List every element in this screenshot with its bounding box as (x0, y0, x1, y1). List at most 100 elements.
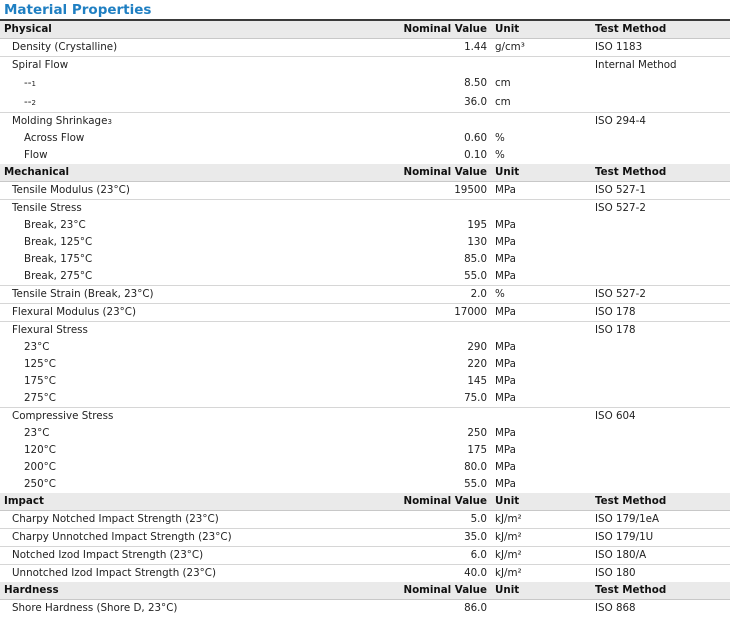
property-name-text: 125°C (24, 358, 56, 371)
property-name-text: Break, 175°C (24, 253, 93, 266)
unit: MPa (495, 184, 516, 197)
unit: MPa (495, 306, 516, 319)
test-method: ISO 179/1U (595, 531, 654, 544)
property-name: 23°C (24, 425, 49, 442)
nominal-value: 35.0 (464, 531, 487, 544)
unit: % (495, 132, 505, 145)
property-name: 275°C (24, 390, 56, 407)
unit: % (495, 149, 505, 162)
unit: MPa (495, 236, 516, 249)
property-row: 200°C 80.0 MPa (0, 459, 730, 476)
property-name-text: Tensile Stress (12, 202, 82, 215)
property-row: Break, 175°C 85.0 MPa (0, 251, 730, 268)
property-row: Break, 23°C 195 MPa (0, 217, 730, 234)
property-name: Flexural Stress (12, 322, 88, 339)
property-name: 200°C (24, 459, 56, 476)
property-name-text: Break, 125°C (24, 236, 93, 249)
unit: g/cm³ (495, 41, 525, 54)
column-header-test-method: Test Method (595, 584, 667, 597)
test-method: ISO 527-2 (595, 288, 646, 301)
unit: MPa (495, 392, 516, 405)
property-row: Charpy Unnotched Impact Strength (23°C) 3… (0, 529, 730, 547)
property-name-text: Charpy Notched Impact Strength (23°C) (12, 513, 219, 526)
property-name-text: -- (24, 96, 32, 109)
section-title: Impact (4, 495, 44, 508)
test-method: ISO 527-1 (595, 184, 646, 197)
unit: kJ/m² (495, 531, 522, 544)
nominal-value: 130 (467, 236, 487, 249)
property-name-text: Spiral Flow (12, 59, 69, 72)
property-row: Tensile Modulus (23°C) 19500 MPa ISO 527-1 (0, 182, 730, 200)
unit: MPa (495, 341, 516, 354)
property-row: Tensile Stress ISO 527-2 (0, 200, 730, 217)
property-row: Charpy Notched Impact Strength (23°C) 5.0… (0, 511, 730, 529)
nominal-value: 85.0 (464, 253, 487, 266)
property-row: 23°C 290 MPa (0, 339, 730, 356)
property-row: Molding Shrinkage 3 ISO 294-4 (0, 113, 730, 130)
property-row: Flexural Modulus (23°C) 17000 MPa ISO 178 (0, 304, 730, 322)
property-name: Compressive Stress (12, 408, 113, 425)
unit: MPa (495, 375, 516, 388)
nominal-value: 145 (467, 375, 487, 388)
property-name-text: Shore Hardness (Shore D, 23°C) (12, 602, 178, 615)
nominal-value: 290 (467, 341, 487, 354)
property-row: -- 2 36.0 cm (0, 93, 730, 113)
property-row: 175°C 145 MPa (0, 373, 730, 390)
section-header-row: Physical Nominal Value Unit Test Method (0, 21, 730, 39)
property-row: Shore Hardness (Shore D, 23°C) 86.0 ISO 86… (0, 600, 730, 617)
section-title: Mechanical (4, 166, 70, 179)
property-name-text: Compressive Stress (12, 410, 114, 423)
unit: MPa (495, 270, 516, 283)
property-name: Charpy Notched Impact Strength (23°C) (12, 511, 219, 528)
property-name: Tensile Modulus (23°C) (12, 182, 130, 199)
property-row: Break, 275°C 55.0 MPa (0, 268, 730, 286)
property-row: Notched Izod Impact Strength (23°C) 6.0 kJ… (0, 547, 730, 565)
property-name: 120°C (24, 442, 56, 459)
property-name: Notched Izod Impact Strength (23°C) (12, 547, 203, 564)
property-name: 250°C (24, 476, 56, 493)
nominal-value: 0.10 (464, 149, 487, 162)
unit: cm (495, 96, 511, 109)
property-name: -- 1 (24, 77, 36, 90)
nominal-value: 86.0 (464, 602, 487, 615)
nominal-value: 2.0 (470, 288, 487, 301)
nominal-value: 1.44 (464, 41, 487, 54)
property-row: 250°C 55.0 MPa (0, 476, 730, 493)
nominal-value: 5.0 (470, 513, 487, 526)
property-name-text: 275°C (24, 392, 56, 405)
column-header-unit: Unit (495, 23, 520, 36)
unit: MPa (495, 253, 516, 266)
test-method: ISO 868 (595, 602, 636, 615)
column-header-nominal-value: Nominal Value (403, 495, 487, 508)
unit: kJ/m² (495, 567, 522, 580)
nominal-value: 0.60 (464, 132, 487, 145)
property-row: Unnotched Izod Impact Strength (23°C) 40.… (0, 565, 730, 582)
property-name: 175°C (24, 373, 56, 390)
property-name-text: 23°C (24, 341, 50, 354)
nominal-value: 175 (467, 444, 487, 457)
property-row: 275°C 75.0 MPa (0, 390, 730, 408)
property-name-text: Charpy Unnotched Impact Strength (23°C) (12, 531, 232, 544)
nominal-value: 55.0 (464, 478, 487, 491)
property-name: Flow (24, 147, 48, 164)
property-name-text: Tensile Modulus (23°C) (12, 184, 130, 197)
property-name: 23°C (24, 339, 49, 356)
property-name-text: Notched Izod Impact Strength (23°C) (12, 549, 204, 562)
property-row: Density (Crystalline) 1.44 g/cm³ ISO 1183 (0, 39, 730, 57)
nominal-value: 75.0 (464, 392, 487, 405)
property-name: Flexural Modulus (23°C) (12, 304, 136, 321)
property-name: Break, 275°C (24, 268, 92, 285)
nominal-value: 8.50 (464, 77, 487, 90)
property-row: Break, 125°C 130 MPa (0, 234, 730, 251)
property-row: 23°C 250 MPa (0, 425, 730, 442)
nominal-value: 6.0 (470, 549, 487, 562)
property-name: 125°C (24, 356, 56, 373)
test-method: ISO 180 (595, 567, 636, 580)
properties-table: Physical Nominal Value Unit Test Method Dens… (0, 21, 730, 617)
property-name: Break, 125°C (24, 234, 92, 251)
property-name: Across Flow (24, 130, 84, 147)
test-method: ISO 604 (595, 410, 636, 423)
property-row: 125°C 220 MPa (0, 356, 730, 373)
property-row: Across Flow 0.60% (0, 130, 730, 147)
property-name-text: -- (24, 77, 32, 90)
